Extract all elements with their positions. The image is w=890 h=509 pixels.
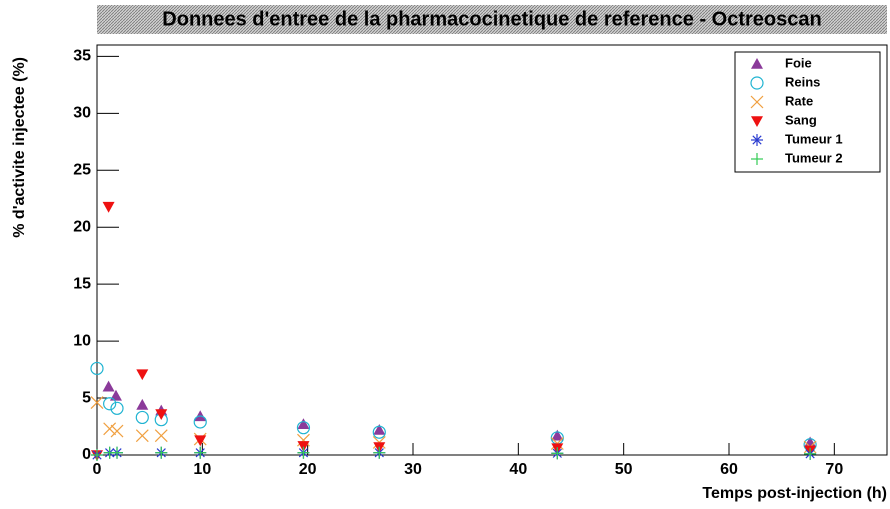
point <box>102 201 115 213</box>
point <box>103 422 117 436</box>
marker-stroke <box>110 424 124 438</box>
marker-shape <box>90 361 104 376</box>
point <box>90 396 104 410</box>
point <box>297 418 310 430</box>
legend-marker <box>751 116 763 127</box>
point <box>91 449 103 461</box>
marker-shape <box>751 58 763 69</box>
point <box>135 410 149 425</box>
marker-shape <box>750 76 764 90</box>
point <box>296 421 311 435</box>
marker-shape <box>296 421 311 435</box>
x-tick-label: 10 <box>193 461 211 478</box>
x-tick-label: 40 <box>509 461 527 478</box>
y-tick-label: 35 <box>73 48 91 65</box>
y-tick-label: 25 <box>73 161 91 178</box>
y-tick-label: 15 <box>73 275 91 292</box>
point <box>111 446 124 459</box>
legend-marker <box>750 76 764 90</box>
marker-shape <box>136 398 149 410</box>
point <box>154 429 168 443</box>
legend-marker <box>751 58 763 69</box>
point <box>102 380 115 392</box>
point <box>109 389 122 401</box>
point <box>136 398 149 410</box>
y-tick-label: 20 <box>73 218 91 235</box>
x-tick-label: 70 <box>825 461 843 478</box>
marker-shape <box>751 116 763 127</box>
marker-stroke <box>103 422 117 436</box>
point <box>110 401 124 415</box>
point <box>90 361 104 376</box>
marker-shape <box>102 201 115 213</box>
point <box>804 447 817 460</box>
point <box>551 447 564 460</box>
marker-shape <box>109 389 122 401</box>
point <box>155 409 168 420</box>
y-tick-label: 10 <box>73 332 91 349</box>
marker-shape <box>102 380 115 392</box>
point <box>551 429 564 441</box>
title-box <box>97 5 887 34</box>
legend-marker <box>751 153 763 165</box>
x-tick-label: 0 <box>93 461 102 478</box>
point <box>110 424 124 438</box>
legend-label: Rate <box>785 93 813 108</box>
point <box>297 446 310 459</box>
marker-shape <box>372 425 386 439</box>
marker-shape <box>373 423 386 435</box>
marker-stroke <box>90 396 104 410</box>
marker-shape <box>110 401 124 415</box>
plot-frame <box>96 44 888 456</box>
legend-label: Tumeur 2 <box>785 150 843 165</box>
marker-shape <box>136 369 149 381</box>
y-tick-label: 0 <box>82 446 91 463</box>
legend-label: Sang <box>785 112 817 127</box>
legend-label: Reins <box>785 74 820 89</box>
marker-shape <box>297 441 310 452</box>
marker-stroke <box>750 95 764 109</box>
y-tick-label: 30 <box>73 105 91 122</box>
x-tick-label: 60 <box>720 461 738 478</box>
legend-box <box>734 51 881 173</box>
chart-title: Donnees d'entree de la pharmacocinetique… <box>162 8 821 30</box>
marker-shape <box>297 418 310 430</box>
legend-label: Foie <box>785 55 812 70</box>
point <box>193 415 207 429</box>
point <box>372 425 386 439</box>
y-tick-label: 5 <box>82 389 91 406</box>
point <box>103 397 117 411</box>
y-axis-label: % d'activite injectee (%) <box>11 57 28 238</box>
x-tick-label: 20 <box>299 461 317 478</box>
point <box>136 369 149 381</box>
legend-marker <box>750 95 764 109</box>
point <box>297 441 310 452</box>
marker-stroke <box>752 135 762 145</box>
legend-marker <box>751 134 763 146</box>
point <box>373 446 386 459</box>
point <box>194 446 207 459</box>
marker-shape <box>193 415 207 429</box>
marker-shape <box>103 397 117 411</box>
point <box>135 429 149 443</box>
marker-shape <box>551 429 564 441</box>
point <box>373 423 386 435</box>
marker-stroke <box>135 429 149 443</box>
point <box>194 435 207 447</box>
marker-shape <box>194 435 207 447</box>
point <box>155 446 168 459</box>
marker-shape <box>155 409 168 420</box>
x-tick-label: 30 <box>404 461 422 478</box>
marker-shape <box>135 410 149 425</box>
x-axis-label: Temps post-injection (h) <box>702 485 887 502</box>
marker-stroke <box>154 429 168 443</box>
legend-label: Tumeur 1 <box>785 131 843 146</box>
x-tick-label: 50 <box>615 461 633 478</box>
